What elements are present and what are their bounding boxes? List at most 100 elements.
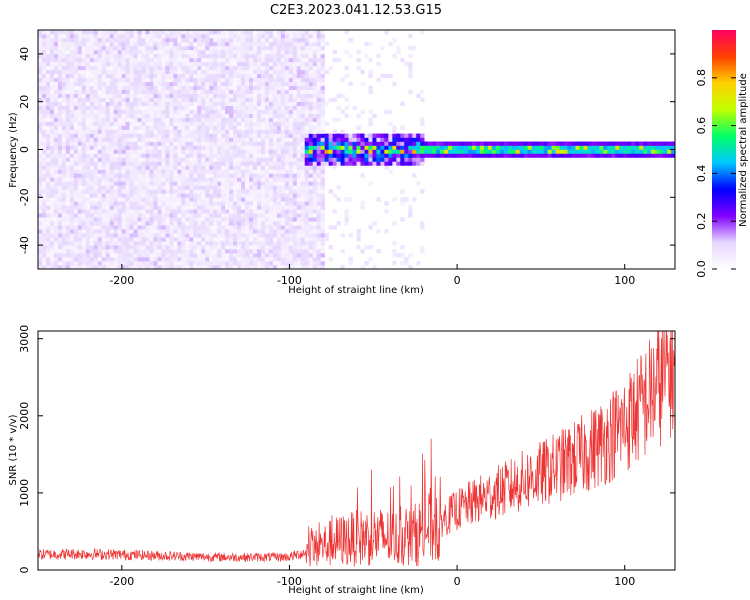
heatmap-cell bbox=[185, 209, 190, 214]
heatmap-cell bbox=[420, 157, 425, 162]
heatmap-cell bbox=[209, 85, 214, 91]
heatmap-cell bbox=[221, 53, 226, 59]
heatmap-cell bbox=[61, 53, 67, 59]
heatmap-cell bbox=[575, 153, 580, 158]
heatmap-cell bbox=[237, 225, 242, 230]
heatmap-cell bbox=[284, 33, 290, 39]
heatmap-cell bbox=[113, 69, 118, 75]
heatmap-cell bbox=[101, 245, 106, 250]
heatmap-cell bbox=[209, 141, 214, 146]
heatmap-cell bbox=[45, 97, 51, 102]
heatmap-cell bbox=[308, 161, 314, 166]
heatmap-cell bbox=[181, 225, 186, 230]
heatmap-cell bbox=[284, 161, 290, 166]
heatmap-cell bbox=[213, 41, 218, 47]
heatmap-cell bbox=[296, 109, 302, 114]
heatmap-cell bbox=[304, 161, 310, 166]
heatmap-cell bbox=[205, 109, 210, 114]
heatmap-cell bbox=[173, 53, 178, 59]
heatmap-cell bbox=[241, 141, 246, 146]
heatmap-cell bbox=[316, 185, 321, 190]
heatmap-cell bbox=[308, 73, 314, 79]
heatmap-cell bbox=[197, 77, 202, 83]
heatmap-cell bbox=[225, 41, 230, 47]
heatmap-cell bbox=[129, 57, 134, 63]
heatmap-cell bbox=[65, 217, 71, 222]
heatmap-cell bbox=[189, 209, 194, 214]
heatmap-cell bbox=[209, 61, 214, 67]
heatmap-cell bbox=[49, 133, 55, 138]
heatmap-cell bbox=[153, 81, 158, 87]
heatmap-cell bbox=[65, 145, 71, 150]
heatmap-cell bbox=[229, 241, 234, 246]
heatmap-cell bbox=[81, 141, 87, 146]
heatmap-cell bbox=[304, 69, 310, 75]
heatmap-cell bbox=[213, 81, 218, 87]
heatmap-cell bbox=[93, 30, 99, 35]
heatmap-cell bbox=[113, 125, 118, 130]
heatmap-cell bbox=[241, 61, 246, 67]
heatmap-cell bbox=[320, 225, 325, 230]
heatmap-cell bbox=[77, 37, 83, 43]
heatmap-cell bbox=[149, 157, 154, 162]
heatmap-cell bbox=[316, 33, 321, 39]
heatmap-cell bbox=[73, 149, 79, 154]
heatmap-cell bbox=[217, 197, 222, 202]
heatmap-cell bbox=[77, 173, 83, 178]
heatmap-cell bbox=[252, 193, 258, 198]
heatmap-cell bbox=[356, 153, 361, 158]
heatmap-cell bbox=[356, 133, 361, 138]
heatmap-cell bbox=[288, 125, 294, 130]
heatmap-cell bbox=[141, 249, 146, 254]
heatmap-cell bbox=[276, 193, 282, 198]
heatmap-cell bbox=[89, 61, 95, 67]
heatmap-cell bbox=[272, 69, 278, 75]
heatmap-cell bbox=[197, 73, 202, 79]
heatmap-cell bbox=[41, 53, 47, 59]
heatmap-cell bbox=[300, 57, 306, 63]
heatmap-cell bbox=[181, 197, 186, 202]
heatmap-cell bbox=[292, 257, 298, 262]
heatmap-cell bbox=[336, 153, 341, 158]
heatmap-cell bbox=[348, 145, 353, 150]
heatmap-cell bbox=[209, 169, 214, 174]
heatmap-cell bbox=[77, 49, 83, 55]
heatmap-cell bbox=[284, 185, 290, 190]
heatmap-cell bbox=[181, 125, 186, 130]
heatmap-cell bbox=[169, 189, 174, 194]
heatmap-cell bbox=[292, 145, 298, 150]
heatmap-cell bbox=[320, 265, 325, 269]
heatmap-cell bbox=[49, 253, 55, 258]
heatmap-cell bbox=[245, 57, 250, 63]
heatmap-cell bbox=[655, 141, 660, 146]
heatmap-cell bbox=[272, 145, 278, 150]
heatmap-cell bbox=[165, 85, 170, 91]
heatmap-cell bbox=[125, 181, 130, 186]
heatmap-cell bbox=[109, 169, 114, 174]
heatmap-cell bbox=[41, 161, 47, 166]
heatmap-cell bbox=[121, 257, 126, 262]
heatmap-cell bbox=[280, 41, 286, 47]
heatmap-cell bbox=[177, 189, 182, 194]
heatmap-cell bbox=[296, 185, 302, 190]
heatmap-cell bbox=[356, 145, 361, 150]
heatmap-cell bbox=[256, 57, 262, 63]
heatmap-cell bbox=[264, 81, 270, 87]
heatmap-cell bbox=[300, 145, 306, 150]
heatmap-cell bbox=[221, 233, 226, 238]
heatmap-cell bbox=[61, 69, 67, 75]
heatmap-cell bbox=[264, 121, 270, 126]
heatmap-cell bbox=[125, 193, 130, 198]
heatmap-cell bbox=[209, 237, 214, 242]
heatmap-cell bbox=[129, 173, 134, 178]
heatmap-cell bbox=[284, 113, 290, 118]
heatmap-cell bbox=[197, 133, 202, 138]
heatmap-cell bbox=[133, 93, 138, 99]
heatmap-cell bbox=[161, 137, 166, 142]
heatmap-cell bbox=[77, 113, 83, 118]
heatmap-cell bbox=[264, 205, 270, 210]
heatmap-cell bbox=[113, 57, 118, 63]
heatmap-cell bbox=[197, 125, 202, 130]
heatmap-cell bbox=[185, 73, 190, 79]
heatmap-cell bbox=[292, 205, 298, 210]
